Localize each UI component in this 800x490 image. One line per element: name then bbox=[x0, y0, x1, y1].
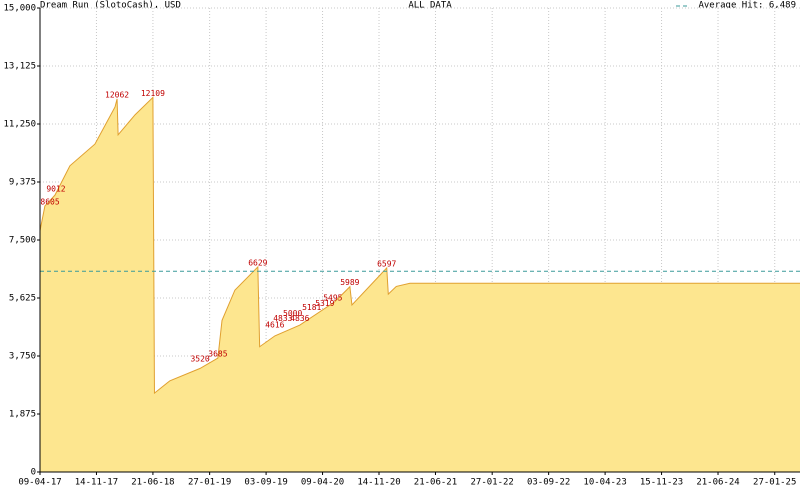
annotation-label: 4836 bbox=[290, 314, 309, 323]
y-tick-label: 1,875 bbox=[9, 410, 36, 420]
annotation-label: 9012 bbox=[46, 185, 65, 194]
x-tick-label: 27-01-22 bbox=[471, 478, 514, 488]
annotation-label: 5181 bbox=[302, 303, 321, 312]
x-tick-label: 10-04-23 bbox=[583, 478, 626, 488]
x-tick-label: 09-04-20 bbox=[301, 478, 344, 488]
annotation-label: 4616 bbox=[265, 321, 284, 330]
annotation-label: 8605 bbox=[40, 197, 59, 206]
y-tick-label: 3,750 bbox=[9, 352, 36, 362]
x-tick-label: 14-11-20 bbox=[357, 478, 400, 488]
annotation-label: 3685 bbox=[208, 350, 227, 359]
x-tick-label: 27-01-25 bbox=[753, 478, 796, 488]
chart-title: Dream Run (SlotoCash), USD bbox=[40, 1, 181, 11]
y-tick-label: 9,375 bbox=[9, 178, 36, 188]
y-tick-label: 11,250 bbox=[3, 120, 36, 130]
area-fill bbox=[40, 97, 800, 473]
annotation-label: 5495 bbox=[323, 294, 342, 303]
annotation-label: 6597 bbox=[377, 259, 396, 268]
x-tick-label: 21-06-24 bbox=[696, 478, 739, 488]
x-tick-label: 14-11-17 bbox=[75, 478, 118, 488]
legend-average: Average Hit: 6,489 bbox=[698, 1, 796, 11]
annotation-label: 12062 bbox=[105, 90, 129, 99]
x-tick-label: 27-01-19 bbox=[188, 478, 231, 488]
y-tick-label: 7,500 bbox=[9, 236, 36, 246]
annotation-label: 5989 bbox=[340, 278, 359, 287]
area-line bbox=[39, 96, 800, 395]
annotation-label: 5000 bbox=[283, 309, 302, 318]
chart-subtitle: ALL DATA bbox=[408, 1, 452, 11]
x-tick-label: 03-09-19 bbox=[244, 478, 287, 488]
annotation-label: 12109 bbox=[141, 89, 165, 98]
y-tick-label: 13,125 bbox=[3, 62, 36, 72]
x-tick-label: 21-06-21 bbox=[414, 478, 457, 488]
y-tick-label: 5,625 bbox=[9, 294, 36, 304]
y-tick-label: 0 bbox=[31, 468, 36, 478]
y-tick-label: 15,000 bbox=[3, 4, 36, 14]
x-tick-label: 21-06-18 bbox=[131, 478, 174, 488]
annotation-label: 6629 bbox=[248, 258, 267, 267]
annotation-label: 3520 bbox=[190, 355, 209, 364]
x-tick-label: 03-09-22 bbox=[527, 478, 570, 488]
annotation-label: 5319 bbox=[315, 299, 334, 308]
x-tick-label: 09-04-17 bbox=[18, 478, 61, 488]
annotation-label: 4833 bbox=[273, 314, 292, 323]
x-tick-label: 15-11-23 bbox=[640, 478, 683, 488]
